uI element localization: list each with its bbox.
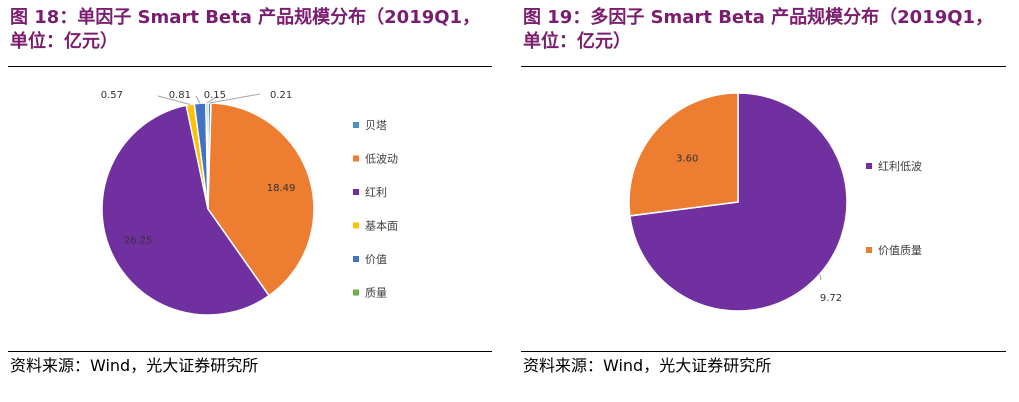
- pie-slices: [628, 92, 848, 312]
- figure-title: 图 18：单因子 Smart Beta 产品规模分布（2019Q1， 单位：亿元…: [10, 6, 490, 54]
- figure-title-line1: 图 18：单因子 Smart Beta 产品规模分布（2019Q1，: [10, 7, 481, 28]
- legend-item: 质量: [353, 287, 387, 300]
- pie-slices: [101, 102, 315, 316]
- data-labels: 9.72 3.60: [676, 153, 842, 304]
- title-rule: [8, 66, 492, 67]
- legend-swatch: [353, 289, 359, 296]
- data-label: 0.15: [204, 90, 226, 101]
- source-rule: [8, 351, 492, 352]
- data-label: 26.25: [124, 235, 153, 246]
- data-label: 9.72: [820, 293, 842, 304]
- legend-item: 红利低波: [866, 160, 922, 173]
- data-labels: 0.21 18.49 26.25 0.57 0.81 0.15: [101, 90, 296, 246]
- title-rule: [521, 66, 1006, 67]
- legend-swatch: [353, 222, 359, 229]
- legend-item: 基本面: [353, 219, 398, 233]
- figure-title-line1: 图 19：多因子 Smart Beta 产品规模分布（2019Q1，: [523, 7, 994, 28]
- legend-swatch: [353, 189, 359, 195]
- legend-item: 低波动: [353, 153, 398, 166]
- leader-line: [195, 95, 201, 104]
- legend-label: 基本面: [365, 219, 398, 233]
- leader-line: [209, 93, 261, 104]
- legend-swatch: [866, 247, 872, 253]
- legend-item: 红利: [353, 186, 387, 199]
- data-label: 18.49: [267, 183, 296, 194]
- leader-line: [819, 273, 822, 281]
- legend-swatch: [353, 256, 359, 262]
- pie-slice: [207, 102, 315, 297]
- leader-line: [157, 95, 191, 105]
- legend-label: 低波动: [365, 153, 398, 166]
- source-note: 资料来源：Wind，光大证券研究所: [523, 356, 772, 375]
- source-note: 资料来源：Wind，光大证券研究所: [10, 356, 259, 375]
- data-label: 0.21: [270, 90, 292, 101]
- data-label: 0.81: [169, 90, 191, 101]
- legend-label: 红利: [365, 186, 387, 199]
- legend-label: 价值: [365, 253, 387, 266]
- legend-label: 红利低波: [878, 160, 922, 173]
- figure-title-line2: 单位：亿元）: [523, 31, 631, 52]
- legend-swatch: [866, 163, 872, 169]
- figure-title: 图 19：多因子 Smart Beta 产品规模分布（2019Q1， 单位：亿元…: [523, 6, 1003, 54]
- legend-label: 价值质量: [878, 244, 922, 257]
- leader-line: [206, 95, 219, 104]
- pie-slice: [101, 104, 271, 316]
- legend-item: 贝塔: [353, 119, 387, 132]
- legend-swatch: [353, 122, 359, 128]
- figure-title-line2: 单位：亿元）: [10, 31, 118, 52]
- legend-item: 价值: [353, 253, 387, 266]
- data-label: 0.57: [101, 90, 123, 101]
- legend-label: 贝塔: [365, 119, 387, 132]
- legend-label: 质量: [365, 287, 387, 300]
- legend-item: 价值质量: [866, 244, 922, 257]
- legend-swatch: [353, 155, 359, 162]
- source-rule: [521, 351, 1006, 352]
- data-label: 3.60: [676, 153, 698, 164]
- pie-slice: [628, 92, 739, 217]
